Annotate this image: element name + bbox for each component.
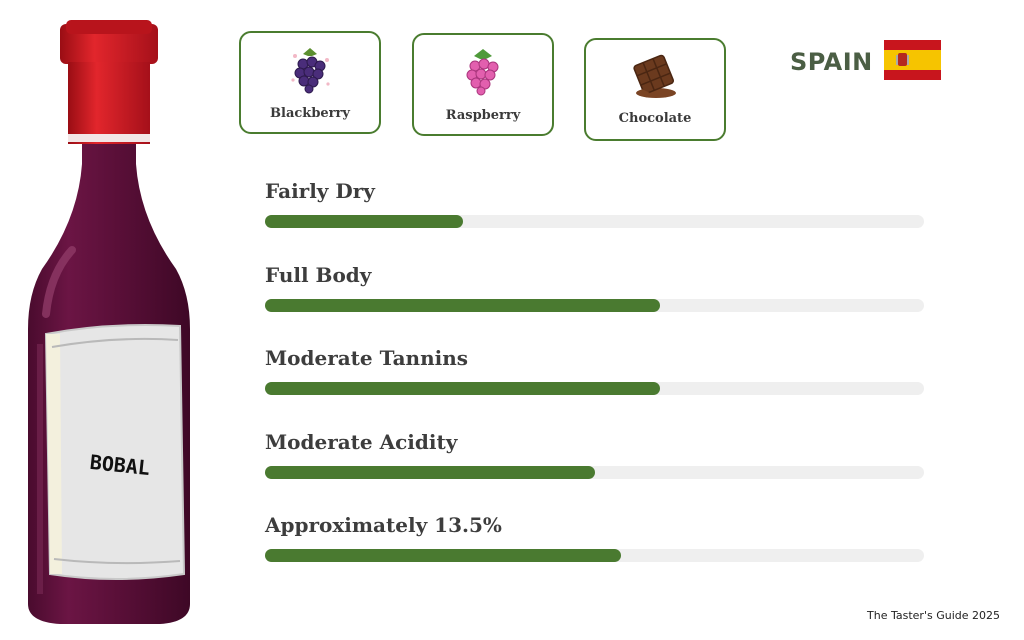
level-bar-fill (265, 382, 661, 395)
level-bar-fill (265, 215, 463, 228)
country-name: SPAIN (790, 48, 873, 76)
flavor-card-raspberry: Raspberry (412, 33, 554, 136)
attribute-label: Moderate Acidity (265, 430, 458, 454)
attribute-sweetness: Fairly Dry (265, 177, 924, 228)
footer-credit: The Taster's Guide 2025 (867, 609, 1000, 622)
level-bar-track (265, 299, 924, 312)
attribute-tannins: Moderate Tannins (265, 344, 924, 395)
level-bar-track (265, 382, 924, 395)
raspberry-icon (466, 49, 499, 96)
attribute-alcohol: Approximately 13.5% (265, 511, 924, 562)
attribute-body: Full Body (265, 261, 924, 312)
spain-flag-icon (884, 40, 941, 80)
level-bar-fill (265, 549, 621, 562)
flavor-label: Raspberry (445, 108, 521, 123)
chocolate-icon (633, 54, 676, 98)
flavor-card-chocolate: Chocolate (584, 38, 726, 141)
level-bar-track (265, 215, 924, 228)
attribute-label: Moderate Tannins (265, 346, 469, 370)
attribute-label: Full Body (265, 263, 372, 287)
flavor-label: Chocolate (618, 111, 692, 126)
level-bar-fill (265, 299, 661, 312)
flavor-label: Blackberry (270, 106, 350, 121)
attribute-label: Fairly Dry (265, 179, 375, 203)
attribute-acidity: Moderate Acidity (265, 428, 924, 479)
level-bar-fill (265, 466, 595, 479)
level-bar-track (265, 549, 924, 562)
attribute-label: Approximately 13.5% (265, 513, 502, 537)
level-bar-track (265, 466, 924, 479)
blackberry-icon (291, 48, 330, 94)
flavor-card-blackberry: Blackberry (239, 31, 381, 134)
wine-bottle: BOBAL (28, 20, 190, 624)
